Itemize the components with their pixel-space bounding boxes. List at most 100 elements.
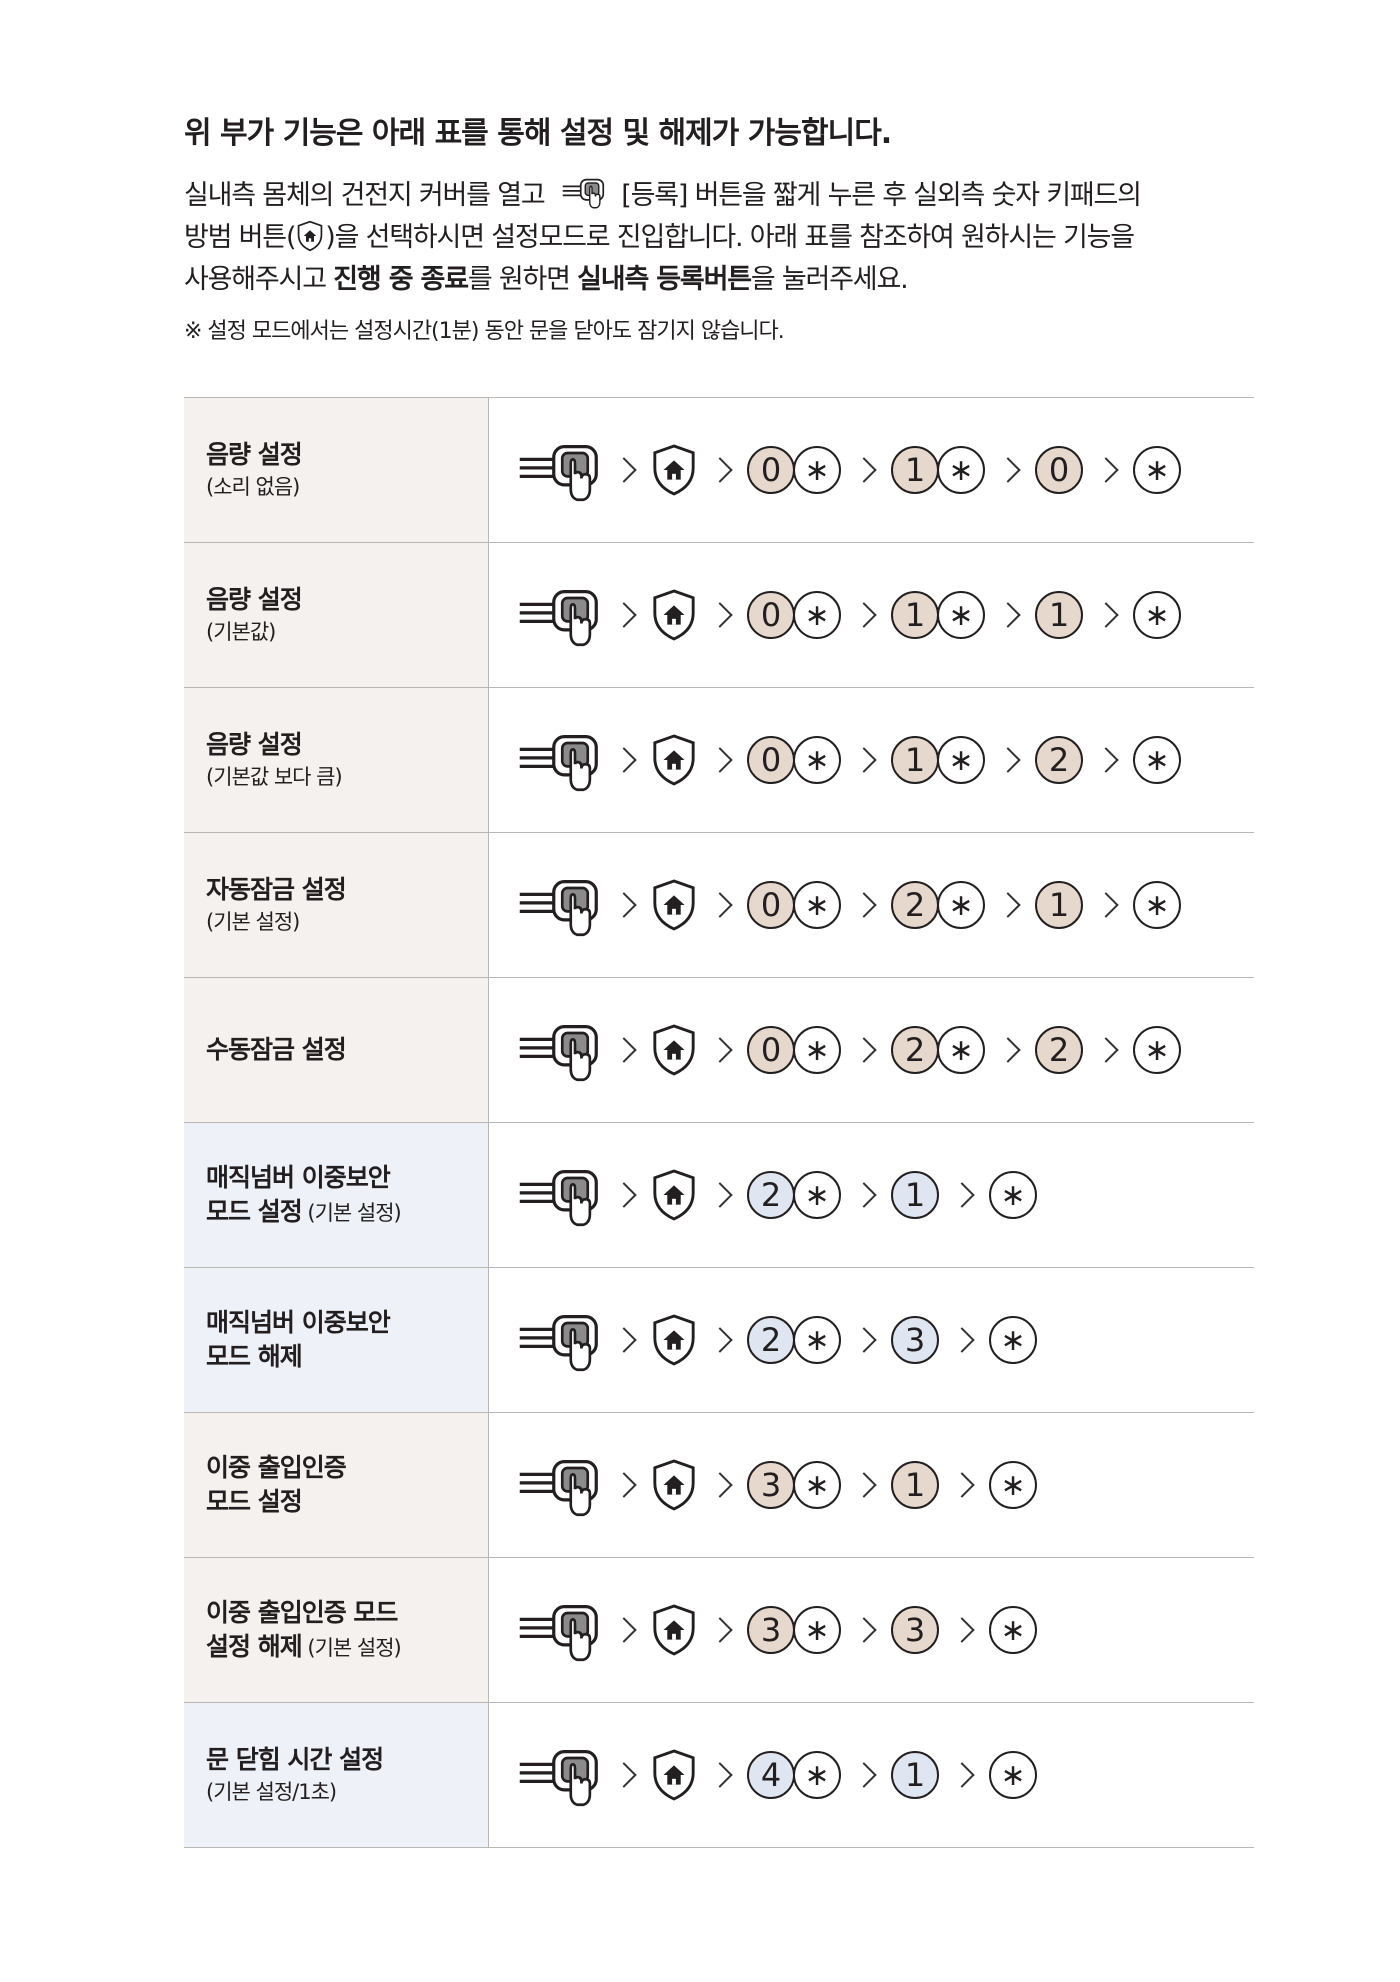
chevron-right-icon [949,1182,975,1208]
number-key: 1 [891,446,939,494]
sequence-row: 2 ∗ 3 ∗ [515,1306,1254,1374]
chevron-right-icon [611,1327,637,1353]
instruction-line1-b: [등록] 버튼을 짧게 누른 후 실외측 숫자 키패드의 [621,180,1142,211]
row-subtitle: (기본 설정/1초) [206,1780,337,1804]
number-key: 2 [747,1171,795,1219]
star-key: ∗ [1133,881,1181,929]
row-label: 이중 출입인증 모드 설정 해제 (기본 설정) [184,1557,489,1703]
chevron-right-icon [851,892,877,918]
number-key: 2 [1035,736,1083,784]
register-button-icon [515,581,601,649]
chevron-right-icon [707,1037,733,1063]
row-subtitle: (기본값 보다 큼) [206,765,343,789]
instruction-paragraph: 실내측 몸체의 건전지 커버를 열고 [등록] 버튼을 짧게 누른 후 실외측 … [184,174,1254,301]
instruction-line3-c: 를 원하면 [467,264,578,295]
key-sequence: 0 ∗ 1 ∗ 0 ∗ [489,398,1255,543]
number-key: 0 [1035,446,1083,494]
chevron-right-icon [611,1182,637,1208]
number-key: 0 [747,1026,795,1074]
row-title-line2: 모드 해제 [206,1342,303,1371]
row-title: 이중 출입인증 [206,1453,347,1482]
row-label: 음량 설정 (소리 없음) [184,397,489,543]
number-key: 3 [747,1461,795,1509]
number-key: 0 [747,446,795,494]
chevron-right-icon [707,1472,733,1498]
chevron-right-icon [851,747,877,773]
star-key: ∗ [989,1606,1037,1654]
table-row: 음량 설정 (기본값 보다 큼) 0 ∗ 1 ∗ 2 ∗ [184,687,1254,833]
number-key: 2 [1035,1026,1083,1074]
row-title: 음량 설정 [206,440,303,469]
star-key: ∗ [1133,1026,1181,1074]
instruction-line3-a: 사용해주시고 [184,264,334,295]
chevron-right-icon [995,747,1021,773]
sequence-row: 0 ∗ 2 ∗ 2 ∗ [515,1016,1254,1084]
chevron-right-icon [611,1472,637,1498]
instructions: 위 부가 기능은 아래 표를 통해 설정 및 해제가 가능합니다. 실내측 몸체… [184,108,1254,345]
sequence-row: 4 ∗ 1 ∗ [515,1741,1254,1809]
star-key: ∗ [1133,446,1181,494]
key-pair: 4 ∗ [747,1751,841,1799]
row-label: 음량 설정 (기본값 보다 큼) [184,687,489,833]
star-key: ∗ [989,1171,1037,1219]
number-key: 4 [747,1751,795,1799]
security-shield-icon [651,443,697,497]
chevron-right-icon [611,457,637,483]
row-title: 음량 설정 [206,730,303,759]
instruction-line2-b: )을 선택하시면 설정모드로 진입합니다. 아래 표를 참조하여 원하시는 기능… [325,222,1135,253]
row-title-line2: 모드 설정 [206,1487,303,1516]
table-row: 이중 출입인증 모드 설정 3 ∗ 1 ∗ [184,1412,1254,1558]
number-key: 1 [891,1461,939,1509]
star-key: ∗ [793,1316,841,1364]
star-key: ∗ [1133,736,1181,784]
chevron-right-icon [611,1037,637,1063]
register-button-icon [515,1161,601,1229]
chevron-right-icon [707,892,733,918]
star-key: ∗ [793,736,841,784]
chevron-right-icon [1093,457,1119,483]
row-label: 매직넘버 이중보안 모드 설정 (기본 설정) [184,1122,489,1268]
security-shield-icon [651,588,697,642]
row-label: 매직넘버 이중보안 모드 해제 [184,1267,489,1413]
chevron-right-icon [851,457,877,483]
number-key: 0 [747,881,795,929]
chevron-right-icon [707,1327,733,1353]
chevron-right-icon [707,1762,733,1788]
instruction-line3-e: 을 눌러주세요. [750,264,909,295]
chevron-right-icon [611,1617,637,1643]
chevron-right-icon [949,1762,975,1788]
key-pair: 1 ∗ [891,736,985,784]
register-button-icon [515,1016,601,1084]
chevron-right-icon [851,1762,877,1788]
sequence-row: 0 ∗ 1 ∗ 0 ∗ [515,436,1254,504]
chevron-right-icon [949,1472,975,1498]
row-subtitle: (기본 설정) [301,1200,401,1225]
number-key: 3 [891,1316,939,1364]
register-button-icon [515,726,601,794]
instruction-line1-a: 실내측 몸체의 건전지 커버를 열고 [184,180,546,211]
security-shield-icon [651,878,697,932]
key-pair: 0 ∗ [747,446,841,494]
row-title: 수동잠금 설정 [206,1035,347,1064]
security-shield-icon [651,1603,697,1657]
number-key: 2 [747,1316,795,1364]
star-key: ∗ [937,1026,985,1074]
key-pair: 2 ∗ [891,1026,985,1074]
star-key: ∗ [793,1171,841,1219]
key-pair: 3 ∗ [747,1461,841,1509]
chevron-right-icon [707,457,733,483]
row-subtitle: (기본값) [206,620,276,644]
star-key: ∗ [793,881,841,929]
chevron-right-icon [851,1037,877,1063]
chevron-right-icon [851,1472,877,1498]
key-pair: 1 ∗ [891,591,985,639]
security-shield-icon [651,1458,697,1512]
register-button-icon [515,1596,601,1664]
settings-table: 음량 설정 (소리 없음) 0 ∗ 1 ∗ 0 ∗ 음량 설정 (기본값) 0 ∗ 1 ∗ 1 ∗ 음량 설정(… [184,397,1254,1848]
row-label: 음량 설정 (기본값) [184,542,489,688]
table-row: 매직넘버 이중보안 모드 설정 (기본 설정) 2 ∗ 1 ∗ [184,1122,1254,1268]
security-shield-icon [651,1023,697,1077]
key-sequence: 2 ∗ 3 ∗ [489,1268,1255,1413]
star-key: ∗ [937,881,985,929]
